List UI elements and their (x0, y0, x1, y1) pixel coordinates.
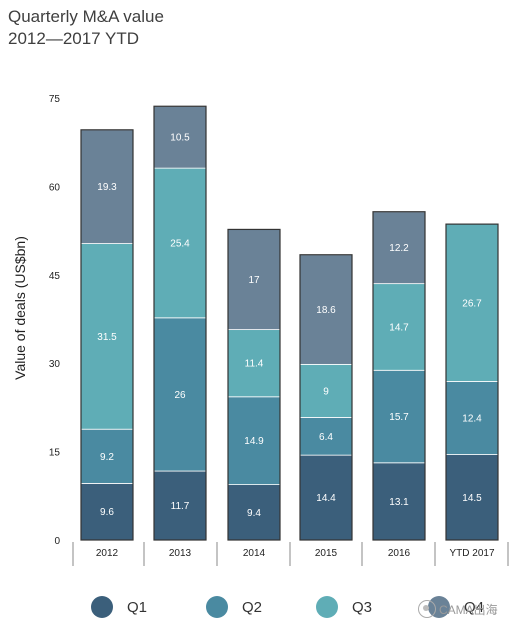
wechat-icon (418, 600, 436, 618)
data-label: 14.7 (389, 322, 409, 333)
data-label: 9.4 (247, 508, 261, 519)
x-tick-label: YTD 2017 (449, 548, 494, 559)
legend-label: Q2 (242, 598, 263, 616)
x-tick-label: 2016 (388, 548, 411, 559)
watermark: CAMA出海 (418, 600, 498, 618)
bar-segment (372, 369, 426, 464)
bar-segment (372, 211, 426, 285)
legend-item: Q2 (206, 596, 262, 618)
x-tick-label: 2014 (243, 548, 266, 559)
chart-title-line1: Quarterly M&A value (8, 7, 164, 26)
legend-label: Q4 (464, 598, 485, 616)
legend-item: Q3 (316, 596, 372, 618)
y-tick-label: 60 (49, 182, 61, 193)
bar-segment (299, 363, 353, 418)
data-label: 11.4 (245, 359, 264, 370)
y-tick-label: 15 (49, 448, 61, 459)
x-tick-label: 2013 (169, 548, 192, 559)
data-label: 14.4 (316, 493, 336, 504)
data-label: 9.6 (100, 507, 114, 518)
chart-title-line2: 2012—2017 YTD (8, 29, 140, 48)
data-label: 17 (248, 275, 260, 286)
data-label: 25.4 (170, 238, 190, 249)
data-label: 12.4 (462, 414, 482, 425)
y-tick-label: 0 (54, 536, 60, 547)
bar-segment (445, 454, 499, 541)
legend-label: Q3 (352, 598, 373, 616)
bar-outline (445, 223, 499, 541)
data-label: 31.5 (97, 332, 117, 343)
data-label: 26.7 (462, 298, 482, 309)
data-label: 10.5 (170, 133, 190, 144)
chart-title: Quarterly M&A value 2012—2017 YTD (8, 6, 164, 50)
legend-item: Q1 (91, 596, 147, 618)
bar-outline (372, 211, 426, 541)
bar-segment (299, 254, 353, 365)
data-label: 9 (323, 386, 329, 397)
data-label: 13.1 (389, 497, 409, 508)
bar-segment (372, 462, 426, 541)
bar-segment (80, 129, 134, 244)
y-tick-label: 30 (49, 359, 61, 370)
legend-swatch (206, 596, 228, 618)
legend-swatch (91, 596, 113, 618)
watermark-text: CAMA出海 (439, 602, 498, 617)
data-label: 11.7 (171, 501, 190, 512)
data-label: 12.2 (389, 243, 409, 254)
bar-segment (445, 223, 499, 382)
data-label: 18.6 (316, 305, 336, 316)
data-label: 14.5 (462, 493, 482, 504)
bar-segment (445, 381, 499, 455)
data-label: 9.2 (100, 452, 114, 463)
data-label: 14.9 (244, 436, 264, 447)
y-tick-label: 45 (49, 271, 61, 282)
bar-outline (153, 105, 207, 541)
bar-segment (153, 470, 207, 541)
bar-segment (227, 396, 281, 486)
legend-label: Q1 (127, 598, 148, 616)
x-tick-label: 2012 (96, 548, 119, 559)
bar-segment (372, 283, 426, 371)
x-tick-label: 2015 (315, 548, 338, 559)
bar-segment (227, 484, 281, 541)
y-tick-label: 75 (49, 94, 61, 105)
data-label: 19.3 (97, 182, 117, 193)
data-label: 6.4 (319, 432, 333, 443)
data-label: 26 (174, 390, 186, 401)
legend-swatch (316, 596, 338, 618)
bar-outline (227, 228, 281, 541)
data-label: 15.7 (389, 412, 409, 423)
bar-outline (299, 254, 353, 541)
bar-outline (80, 129, 134, 541)
